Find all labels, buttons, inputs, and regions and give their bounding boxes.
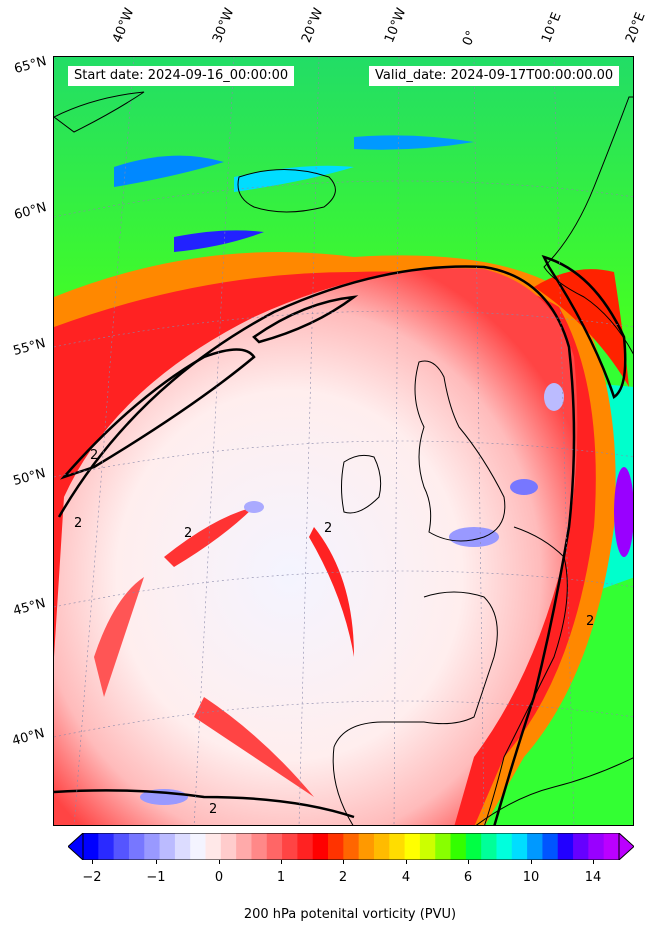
colorbar-cell [174, 833, 191, 860]
colorbar-cell [83, 833, 99, 860]
colorbar-tickmark [92, 860, 93, 864]
colorbar-cell [496, 833, 513, 860]
contour-label: 2 [209, 802, 217, 817]
colorbar-cell [159, 833, 176, 860]
colorbar-cell [343, 833, 360, 860]
colorbar-cell [251, 833, 268, 860]
lon-label-10e: 10°E [539, 10, 565, 45]
colorbar-cell [358, 833, 375, 860]
colorbar-tickmark [343, 860, 344, 864]
colorbar-tickmark [281, 860, 282, 864]
colorbar-cell [312, 833, 329, 860]
lon-label-20w: 20°W [299, 6, 327, 45]
colorbar-extend-right [618, 833, 634, 860]
start-date-label: Start date: 2024-09-16_00:00:00 [68, 66, 295, 86]
colorbar-tickmark [468, 860, 469, 864]
colorbar-cell [450, 833, 467, 860]
colorbar-cell [419, 833, 436, 860]
colorbar-tick-label: 2 [338, 870, 348, 885]
colorbar-cell [373, 833, 390, 860]
lat-label-65n: 65°N [12, 54, 49, 77]
colorbar-cell [236, 833, 252, 860]
lon-label-10w: 10°W [382, 6, 410, 45]
colorbar-extend-left [68, 833, 84, 860]
colorbar-tick-label: −1 [146, 870, 166, 885]
colorbar-cell [435, 833, 452, 860]
colorbar-cell [465, 833, 482, 860]
colorbar-cell [404, 833, 421, 860]
colorbar-cell [328, 833, 344, 860]
lat-label-55n: 55°N [11, 336, 48, 359]
colorbar-cell [527, 833, 543, 860]
colorbar-cell [588, 833, 605, 860]
colorbar-cell [282, 833, 298, 860]
colorbar-tick-label: −2 [82, 870, 102, 885]
contour-label: 2 [586, 614, 594, 629]
pv-field: 2 2 2 2 2 2 [54, 57, 633, 825]
colorbar-cell [113, 833, 130, 860]
colorbar-tick-label: 4 [401, 870, 411, 885]
lon-label-0: 0° [460, 28, 480, 48]
colorbar-cell [144, 833, 161, 860]
colorbar-tickmark [531, 860, 532, 864]
colorbar-cell [603, 833, 620, 860]
contour-label: 2 [74, 516, 82, 531]
colorbar-tickmark [593, 860, 594, 864]
colorbar-cell [297, 833, 314, 860]
colorbar-tickmark [156, 860, 157, 864]
colorbar-tickmark [219, 860, 220, 864]
colorbar-tick-label: 0 [214, 870, 224, 885]
colorbar-tick-label: 1 [276, 870, 286, 885]
colorbar-cell [98, 833, 115, 860]
colorbar-tick-label: 14 [584, 870, 602, 885]
lat-label-40n: 40°N [10, 726, 47, 749]
colorbar-cell [511, 833, 528, 860]
colorbar-cell [557, 833, 574, 860]
coastlines [54, 91, 633, 825]
colorbar-cell [481, 833, 497, 860]
lat-label-45n: 45°N [11, 596, 48, 619]
valid-date-label: Valid_date: 2024-09-17T00:00:00.00 [369, 66, 620, 86]
lon-label-40w: 40°W [110, 6, 138, 45]
contour-label: 2 [324, 521, 332, 536]
colorbar-cell [190, 833, 207, 860]
contour-label: 2 [90, 448, 98, 463]
contour-label: 2 [184, 526, 192, 541]
graticule [54, 57, 633, 825]
colorbar-tick-label: 10 [522, 870, 540, 885]
colorbar-label: 200 hPa potenital vorticity (PVU) [243, 907, 457, 922]
colorbar-cell [389, 833, 406, 860]
pv-map: 2 2 2 2 2 2 [53, 56, 634, 826]
colorbar-cell [220, 833, 237, 860]
colorbar-cell [266, 833, 283, 860]
colorbar-tick-label: 6 [463, 870, 473, 885]
colorbar-cell [205, 833, 222, 860]
lat-label-60n: 60°N [12, 200, 49, 223]
lat-label-50n: 50°N [11, 466, 48, 489]
lon-label-30w: 30°W [210, 6, 238, 45]
colorbar-cell [128, 833, 145, 860]
colorbar [68, 833, 634, 860]
lon-label-20e: 20°E [623, 10, 649, 45]
colorbar-tickmark [406, 860, 407, 864]
colorbar-cell [573, 833, 589, 860]
colorbar-cell [542, 833, 559, 860]
